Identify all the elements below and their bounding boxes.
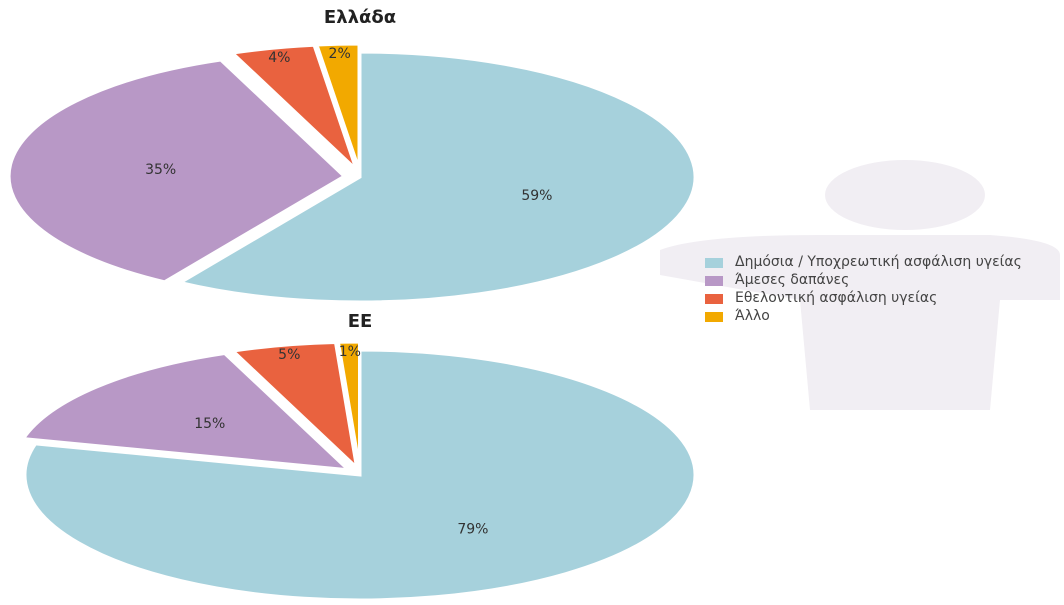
legend-item: Δημόσια / Υποχρεωτική ασφάλιση υγείας [705, 255, 1045, 270]
legend-swatch [705, 276, 723, 286]
legend-label: Άμεσες δαπάνες [735, 272, 850, 288]
legend-label: Δημόσια / Υποχρεωτική ασφάλιση υγείας [735, 254, 1022, 270]
data-label: 5% [278, 347, 300, 363]
pie-slice [7, 58, 347, 284]
legend: Δημόσια / Υποχρεωτική ασφάλιση υγείας Άμε… [705, 255, 1045, 327]
chart-title: ΕΕ [348, 311, 373, 332]
legend-swatch [705, 312, 723, 322]
pie-slice [229, 43, 358, 171]
data-label: 4% [268, 50, 290, 66]
legend-label: Εθελοντική ασφάλιση υγείας [735, 290, 938, 306]
data-label: 35% [145, 162, 176, 178]
pie-slice [336, 340, 361, 468]
legend-item: Άμεσες δαπάνες [705, 273, 1045, 288]
data-label: 79% [457, 521, 488, 537]
pie-slice [176, 50, 697, 304]
legend-item: Εθελοντική ασφάλιση υγείας [705, 291, 1045, 306]
pie-slice [20, 351, 353, 472]
data-label: 15% [194, 416, 225, 432]
pie-slice [229, 340, 359, 472]
data-label: 1% [339, 344, 361, 360]
legend-item: Άλλο [705, 309, 1045, 324]
chart-title: Ελλάδα [324, 7, 396, 28]
pie-slice [314, 42, 361, 170]
legend-label: Άλλο [735, 308, 770, 324]
pie-slice [23, 348, 697, 602]
legend-swatch [705, 258, 723, 268]
data-label: 2% [329, 46, 351, 62]
legend-swatch [705, 294, 723, 304]
data-label: 59% [521, 188, 552, 204]
background-figure [660, 160, 1060, 410]
